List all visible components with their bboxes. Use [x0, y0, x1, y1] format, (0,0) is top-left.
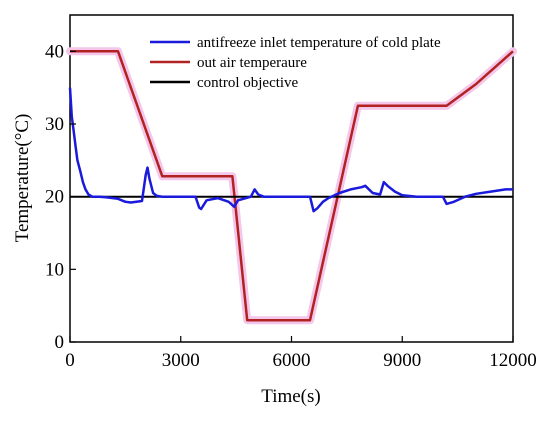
x-tick-label: 0	[65, 350, 75, 371]
series-layer	[66, 47, 517, 325]
y-tick-label: 30	[45, 114, 64, 135]
x-tick-label: 6000	[273, 350, 311, 371]
series-line	[68, 87, 513, 213]
series-line	[70, 50, 514, 322]
ticks-layer: 0 3000 6000 9000 12000 0 10 20 30 40	[45, 41, 537, 371]
series-line-halo	[66, 47, 517, 325]
legend-label: antifreeze inlet temperature of cold pla…	[197, 35, 441, 51]
x-tick-label: 12000	[489, 350, 537, 371]
x-axis-title: Time(s)	[261, 386, 320, 407]
y-tick-label: 20	[45, 187, 64, 208]
legend-label: control objective	[197, 75, 299, 91]
legend-label: out air temperaure	[197, 55, 307, 71]
legend: antifreeze inlet temperature of cold pla…	[150, 35, 441, 91]
y-tick-label: 0	[55, 332, 65, 353]
y-axis-title: Temperature(°C)	[12, 114, 33, 243]
y-tick-label: 40	[45, 41, 64, 62]
x-tick-label: 9000	[383, 350, 421, 371]
x-tick-label: 3000	[162, 350, 200, 371]
y-tick-label: 10	[45, 259, 64, 280]
